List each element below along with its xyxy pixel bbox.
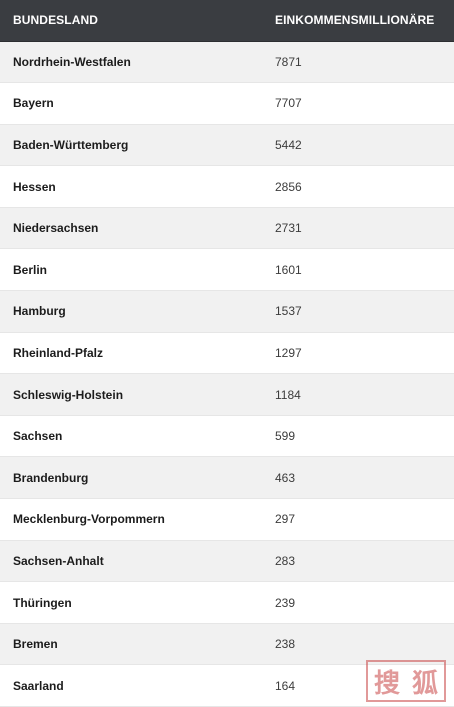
value-cell: 599 <box>262 415 454 458</box>
table-row: Brandenburg 463 <box>0 456 454 500</box>
state-cell: Sachsen <box>0 415 262 458</box>
table-header: BUNDESLAND EINKOMMENSMILLIONÄRE <box>0 0 454 42</box>
table-row: Saarland 164 <box>0 664 454 707</box>
watermark-char: 搜 <box>373 668 400 699</box>
value-cell: 239 <box>262 581 454 624</box>
watermark-char: 狐 <box>411 668 438 699</box>
value-cell: 283 <box>262 540 454 583</box>
header-bundesland: BUNDESLAND <box>0 0 262 42</box>
table-row: Mecklenburg-Vorpommern 297 <box>0 498 454 541</box>
table-row: Bayern 7707 <box>0 82 454 125</box>
table-row: Hamburg 1537 <box>0 290 454 333</box>
table-row: Schleswig-Holstein 1184 <box>0 373 454 416</box>
value-cell: 297 <box>262 498 454 541</box>
value-cell: 2731 <box>262 207 454 250</box>
state-cell: Mecklenburg-Vorpommern <box>0 498 262 541</box>
state-cell: Bremen <box>0 623 262 666</box>
header-einkommensmillionaere: EINKOMMENSMILLIONÄRE <box>262 0 454 42</box>
watermark-logo: 搜 狐 <box>366 660 446 702</box>
value-cell: 1537 <box>262 290 454 333</box>
value-cell: 1297 <box>262 332 454 375</box>
state-cell: Hamburg <box>0 290 262 333</box>
state-cell: Thüringen <box>0 581 262 624</box>
table-row: Nordrhein-Westfalen 7871 <box>0 41 454 84</box>
value-cell: 463 <box>262 456 454 500</box>
value-cell: 1601 <box>262 248 454 292</box>
value-cell: 1184 <box>262 373 454 416</box>
value-cell: 5442 <box>262 124 454 167</box>
value-cell: 2856 <box>262 165 454 208</box>
table-body: Nordrhein-Westfalen 7871 Bayern 7707 Baden… <box>0 41 454 707</box>
state-cell: Baden-Württemberg <box>0 124 262 167</box>
state-cell: Saarland <box>0 664 262 707</box>
state-cell: Schleswig-Holstein <box>0 373 262 416</box>
header-row: BUNDESLAND EINKOMMENSMILLIONÄRE <box>0 0 454 42</box>
state-cell: Berlin <box>0 248 262 292</box>
table-row: Niedersachsen 2731 <box>0 207 454 250</box>
table-row: Baden-Württemberg 5442 <box>0 124 454 167</box>
table-row: Hessen 2856 <box>0 165 454 208</box>
table-row: Berlin 1601 <box>0 248 454 292</box>
value-cell: 164 <box>262 664 454 707</box>
state-cell: Nordrhein-Westfalen <box>0 41 262 84</box>
table-row: Rheinland-Pfalz 1297 <box>0 332 454 375</box>
state-cell: Niedersachsen <box>0 207 262 250</box>
state-cell: Bayern <box>0 82 262 125</box>
value-cell: 7707 <box>262 82 454 125</box>
table-row: Sachsen 599 <box>0 415 454 458</box>
table-row: Thüringen 239 <box>0 581 454 624</box>
value-cell: 7871 <box>262 41 454 84</box>
table-row: Bremen 238 <box>0 623 454 666</box>
state-cell: Rheinland-Pfalz <box>0 332 262 375</box>
state-cell: Sachsen-Anhalt <box>0 540 262 583</box>
table-row: Sachsen-Anhalt 283 <box>0 540 454 583</box>
state-cell: Brandenburg <box>0 456 262 500</box>
state-cell: Hessen <box>0 165 262 208</box>
value-cell: 238 <box>262 623 454 666</box>
